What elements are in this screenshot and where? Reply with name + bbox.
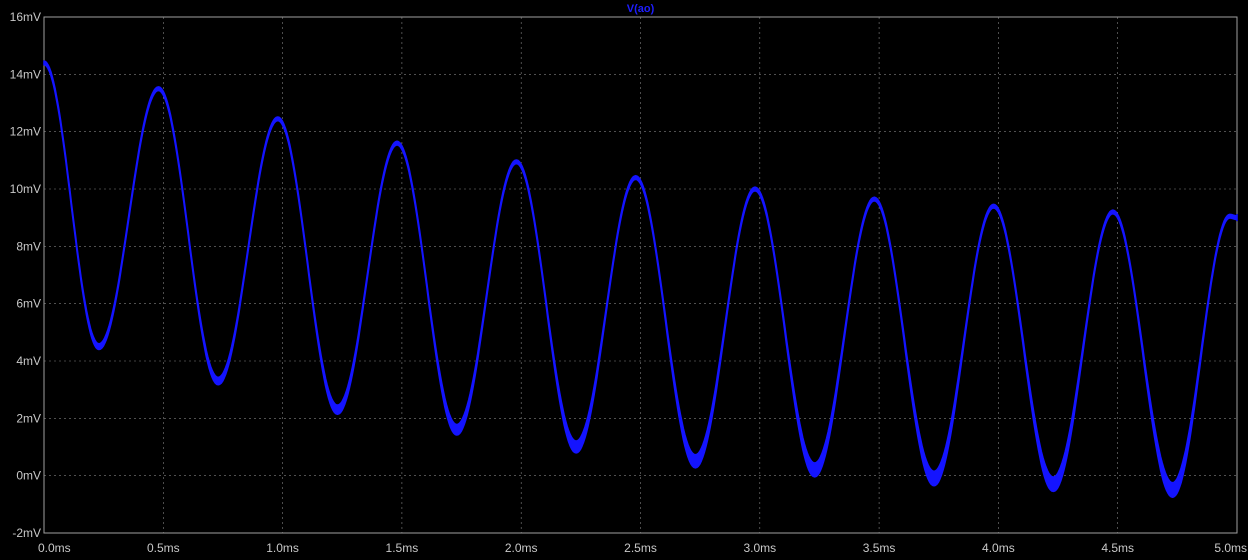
y-tick-label: 16mV [10, 10, 41, 24]
y-tick-label: 8mV [16, 239, 41, 253]
y-tick-label: 2mV [16, 411, 41, 425]
x-tick-label: 0.0ms [38, 541, 71, 555]
series-line-v-ao [43, 60, 1238, 498]
chart-title: V(ao) [627, 3, 655, 15]
x-tick-label: 0.5ms [147, 541, 180, 555]
x-tick-label: 5.0ms [1214, 541, 1247, 555]
x-tick-label: 3.5ms [863, 541, 896, 555]
y-tick-label: 4mV [16, 354, 41, 368]
x-tick-label: 4.5ms [1101, 541, 1134, 555]
y-tick-label: 12mV [10, 125, 41, 139]
y-tick-label: 0mV [16, 469, 41, 483]
y-tick-label: -2mV [12, 526, 41, 540]
y-tick-label: 6mV [16, 297, 41, 311]
x-tick-label: 2.0ms [505, 541, 538, 555]
x-tick-label: 3.0ms [743, 541, 776, 555]
x-axis-ticks: 0.0ms 0.5ms 1.0ms 1.5ms 2.0ms 2.5ms 3.0ms 3.5ms… [38, 541, 1247, 555]
x-tick-label: 1.0ms [266, 541, 299, 555]
y-axis-ticks: -2mV 0mV 2mV 4mV 6mV 8mV 10mV 12mV 14mV 16mV [10, 10, 41, 540]
y-tick-label: 14mV [10, 67, 41, 81]
x-tick-label: 4.0ms [982, 541, 1015, 555]
x-tick-label: 2.5ms [624, 541, 657, 555]
plot-frame [43, 16, 1238, 534]
y-tick-label: 10mV [10, 182, 41, 196]
x-tick-label: 1.5ms [386, 541, 419, 555]
series-group [43, 60, 1238, 498]
